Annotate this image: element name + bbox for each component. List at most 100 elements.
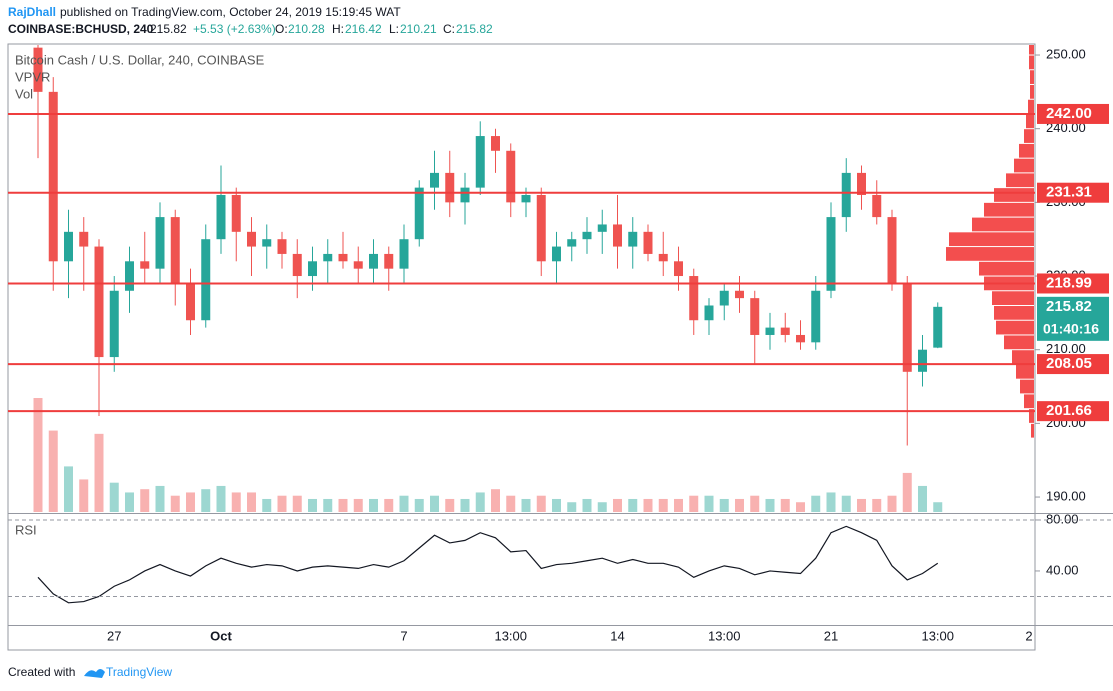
h-label: H:	[332, 22, 344, 36]
profile-bar	[1029, 55, 1034, 70]
profile-bar	[1019, 143, 1034, 158]
rsi-tick-label: 80.00	[1046, 511, 1079, 526]
c-value: 215.82	[456, 22, 493, 36]
volume-bar	[48, 430, 58, 512]
profile-bar	[949, 232, 1034, 247]
candle-body	[369, 253, 378, 269]
profile-bar	[994, 188, 1034, 202]
candle-body	[79, 231, 89, 247]
level-label: 242.00	[1046, 105, 1092, 122]
author[interactable]: RajDhall	[8, 5, 56, 19]
candle-body	[902, 283, 912, 372]
volume-bar	[109, 482, 119, 512]
candle-body	[689, 276, 699, 321]
chart-title: Bitcoin Cash / U.S. Dollar, 240, COINBAS…	[15, 52, 265, 67]
profile-bar	[1016, 364, 1034, 379]
candle-body	[521, 194, 531, 203]
volume-bar	[536, 495, 546, 512]
footer-brand[interactable]: TradingView	[106, 665, 172, 679]
x-tick-label: 13:00	[494, 628, 527, 643]
volume-bar	[308, 498, 317, 512]
volume-bar	[933, 502, 943, 512]
profile-bar	[1014, 158, 1034, 173]
candle-body	[64, 231, 73, 262]
profile-bar	[1024, 129, 1034, 143]
volume-bar	[369, 498, 378, 512]
profile-bar	[994, 306, 1034, 320]
volume-bar	[674, 498, 683, 512]
candle-body	[94, 246, 104, 358]
level-label-box	[1037, 273, 1109, 294]
volume-bar	[826, 492, 836, 512]
volume-bar	[247, 492, 256, 512]
volume-bar	[445, 498, 455, 512]
profile-bar	[1030, 70, 1034, 84]
candle-body	[353, 261, 363, 269]
profile-bar	[1024, 394, 1034, 409]
candle-body	[323, 253, 333, 262]
candle-body	[33, 47, 43, 92]
y-tick-label: 210.00	[1046, 341, 1086, 356]
volume-bar	[460, 498, 470, 512]
candle-body	[918, 349, 927, 372]
candle-body	[643, 231, 653, 254]
volume-bar	[902, 472, 912, 512]
level-label: 231.31	[1046, 184, 1092, 201]
volume-bar	[811, 495, 821, 512]
candle-body	[658, 253, 668, 262]
candle-body	[186, 283, 195, 321]
profile-bar	[1006, 173, 1034, 188]
volume-label: Vol	[15, 86, 33, 101]
candle-body	[48, 91, 58, 262]
volume-bar	[140, 489, 150, 512]
volume-bar	[658, 498, 668, 512]
level-label-box	[1037, 354, 1109, 375]
level-label-box	[1037, 182, 1109, 203]
candle-body	[613, 224, 622, 247]
candle-body	[292, 253, 302, 277]
volume-bar	[155, 485, 165, 512]
candle-body	[308, 261, 317, 277]
volume-bar	[353, 498, 363, 512]
x-tick-label: 14	[610, 628, 624, 643]
volume-bar	[735, 498, 744, 512]
profile-bar	[1030, 84, 1034, 99]
volume-bar	[841, 495, 851, 512]
change: +5.53 (+2.63%)	[193, 22, 276, 36]
candle-body	[628, 231, 638, 247]
volume-bar	[628, 498, 638, 512]
volume-bar	[765, 498, 775, 512]
candle-body	[735, 290, 744, 299]
volume-bar	[262, 498, 272, 512]
candle-body	[857, 172, 866, 195]
profile-bar	[984, 202, 1034, 217]
h-value: 216.42	[345, 22, 382, 36]
candle-body	[262, 239, 272, 247]
candle-body	[277, 239, 287, 254]
level-label-box	[1037, 103, 1109, 124]
candle-body	[552, 246, 561, 262]
x-tick-label: 13:00	[921, 628, 954, 643]
rsi-pane	[37, 525, 939, 604]
volume-bar	[567, 502, 577, 512]
volume-bar	[613, 498, 622, 512]
volume-bar	[94, 433, 104, 512]
candle-body	[780, 327, 790, 335]
level-label: 201.66	[1046, 402, 1092, 419]
volume-bar	[780, 498, 790, 512]
candle-body	[414, 187, 424, 240]
chart-frame	[7, 43, 1036, 651]
volume-bar	[597, 502, 607, 512]
volume-bar	[491, 489, 500, 512]
volume-bar	[414, 498, 424, 512]
volume-bar	[643, 498, 653, 512]
vpvr-label: VPVR	[15, 69, 50, 84]
candle-body	[491, 136, 500, 151]
volume-bar	[506, 495, 516, 512]
candle-body	[475, 136, 485, 188]
volume-bar	[79, 479, 89, 512]
level-label: 208.05	[1046, 355, 1092, 372]
profile-bar	[1012, 350, 1034, 364]
profile-bar	[1004, 335, 1034, 350]
candle-body	[536, 194, 546, 262]
